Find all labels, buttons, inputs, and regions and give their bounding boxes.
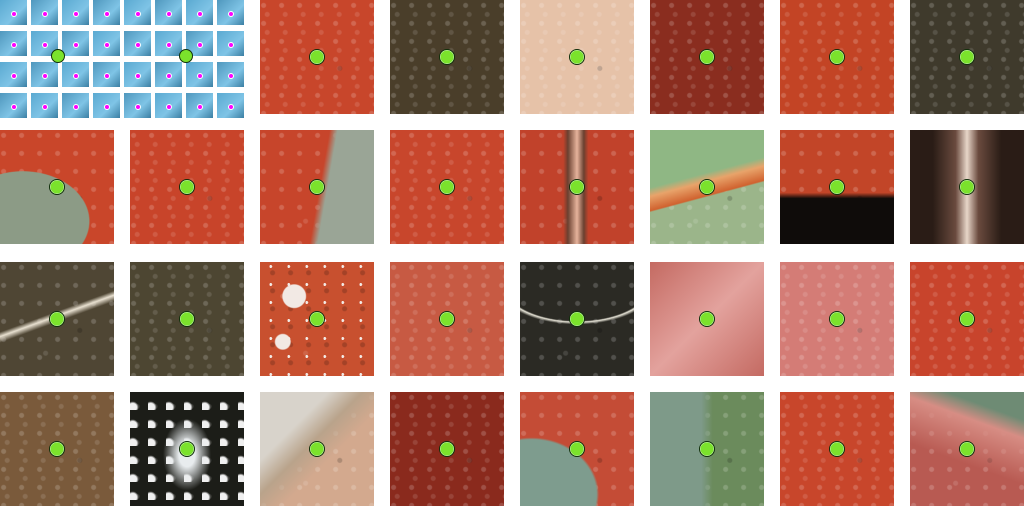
keypoint-marker bbox=[309, 179, 325, 195]
keypoint-marker bbox=[179, 311, 195, 327]
image-patch bbox=[130, 392, 244, 506]
keypoint-marker bbox=[49, 311, 65, 327]
image-patch bbox=[260, 392, 374, 506]
image-patch bbox=[520, 392, 634, 506]
image-patch bbox=[130, 262, 244, 376]
overview-keypoint-marker bbox=[104, 73, 110, 79]
overview-keypoint-marker bbox=[42, 42, 48, 48]
keypoint-marker bbox=[309, 49, 325, 65]
overview-keypoint-marker bbox=[228, 104, 234, 110]
keypoint-marker bbox=[959, 49, 975, 65]
image-patch bbox=[260, 262, 374, 376]
image-patch bbox=[390, 130, 504, 244]
image-patch bbox=[390, 262, 504, 376]
image-patch bbox=[780, 130, 894, 244]
overview-keypoint-marker bbox=[166, 42, 172, 48]
image-patch bbox=[520, 262, 634, 376]
overview-keypoint-marker bbox=[73, 42, 79, 48]
overview-keypoint-marker bbox=[166, 104, 172, 110]
keypoint-marker bbox=[439, 179, 455, 195]
keypoint-marker bbox=[49, 179, 65, 195]
keypoint-marker bbox=[439, 441, 455, 457]
overview-keypoint-marker bbox=[135, 42, 141, 48]
image-patch bbox=[0, 262, 114, 376]
image-patch bbox=[910, 262, 1024, 376]
overview-keypoint-marker bbox=[73, 11, 79, 17]
overview-keypoint-marker bbox=[11, 11, 17, 17]
keypoint-marker bbox=[569, 179, 585, 195]
overview-keypoint-marker bbox=[104, 104, 110, 110]
image-patch bbox=[910, 392, 1024, 506]
image-patch bbox=[780, 0, 894, 114]
overview-keypoint-marker bbox=[104, 11, 110, 17]
overview-keypoint-marker bbox=[197, 104, 203, 110]
overview-keypoint-marker bbox=[197, 73, 203, 79]
keypoint-marker bbox=[569, 441, 585, 457]
overview-keypoint-marker bbox=[11, 42, 17, 48]
keypoint-marker bbox=[829, 311, 845, 327]
keypoint-marker bbox=[699, 179, 715, 195]
overview-keypoint-marker bbox=[42, 11, 48, 17]
overview-keypoint-marker bbox=[11, 73, 17, 79]
image-patch bbox=[910, 0, 1024, 114]
overview-keypoint-marker bbox=[135, 73, 141, 79]
keypoint-marker bbox=[829, 441, 845, 457]
overview-keypoint-marker bbox=[73, 73, 79, 79]
overview-selected-marker bbox=[51, 49, 65, 63]
keypoint-marker bbox=[959, 179, 975, 195]
keypoint-marker bbox=[49, 441, 65, 457]
keypoint-marker bbox=[179, 441, 195, 457]
keypoint-marker bbox=[309, 441, 325, 457]
image-patch bbox=[650, 130, 764, 244]
overview-map-left bbox=[0, 0, 120, 122]
image-patch bbox=[520, 0, 634, 114]
overview-keypoint-marker bbox=[197, 42, 203, 48]
image-patch bbox=[260, 0, 374, 114]
overview-keypoint-marker bbox=[228, 42, 234, 48]
image-patch bbox=[390, 0, 504, 114]
keypoint-marker bbox=[439, 49, 455, 65]
overview-keypoint-marker bbox=[42, 73, 48, 79]
image-patch bbox=[780, 262, 894, 376]
overview-keypoint-marker bbox=[197, 11, 203, 17]
keypoint-marker bbox=[959, 311, 975, 327]
keypoint-marker bbox=[569, 311, 585, 327]
overview-keypoint-marker bbox=[228, 73, 234, 79]
overview-map-right bbox=[124, 0, 248, 122]
overview-keypoint-marker bbox=[73, 104, 79, 110]
image-patch bbox=[520, 130, 634, 244]
keypoint-marker bbox=[569, 49, 585, 65]
overview-keypoint-marker bbox=[166, 11, 172, 17]
overview-keypoint-marker bbox=[11, 104, 17, 110]
image-patch bbox=[390, 392, 504, 506]
overview-selected-marker bbox=[179, 49, 193, 63]
keypoint-marker bbox=[439, 311, 455, 327]
overview-keypoint-marker bbox=[135, 104, 141, 110]
keypoint-marker bbox=[699, 49, 715, 65]
keypoint-marker bbox=[829, 179, 845, 195]
overview-keypoint-marker bbox=[228, 11, 234, 17]
overview-keypoint-marker bbox=[135, 11, 141, 17]
image-patch bbox=[260, 130, 374, 244]
image-patch bbox=[910, 130, 1024, 244]
overview-keypoint-marker bbox=[166, 73, 172, 79]
image-patch bbox=[130, 130, 244, 244]
keypoint-marker bbox=[959, 441, 975, 457]
overview-keypoint-marker bbox=[104, 42, 110, 48]
keypoint-marker bbox=[309, 311, 325, 327]
keypoint-marker bbox=[699, 441, 715, 457]
image-patch bbox=[650, 392, 764, 506]
image-patch bbox=[0, 130, 114, 244]
image-patch bbox=[780, 392, 894, 506]
image-patch bbox=[650, 0, 764, 114]
image-patch bbox=[650, 262, 764, 376]
overview-keypoint-marker bbox=[42, 104, 48, 110]
keypoint-marker bbox=[699, 311, 715, 327]
keypoint-marker bbox=[829, 49, 845, 65]
image-patch bbox=[0, 392, 114, 506]
keypoint-marker bbox=[179, 179, 195, 195]
